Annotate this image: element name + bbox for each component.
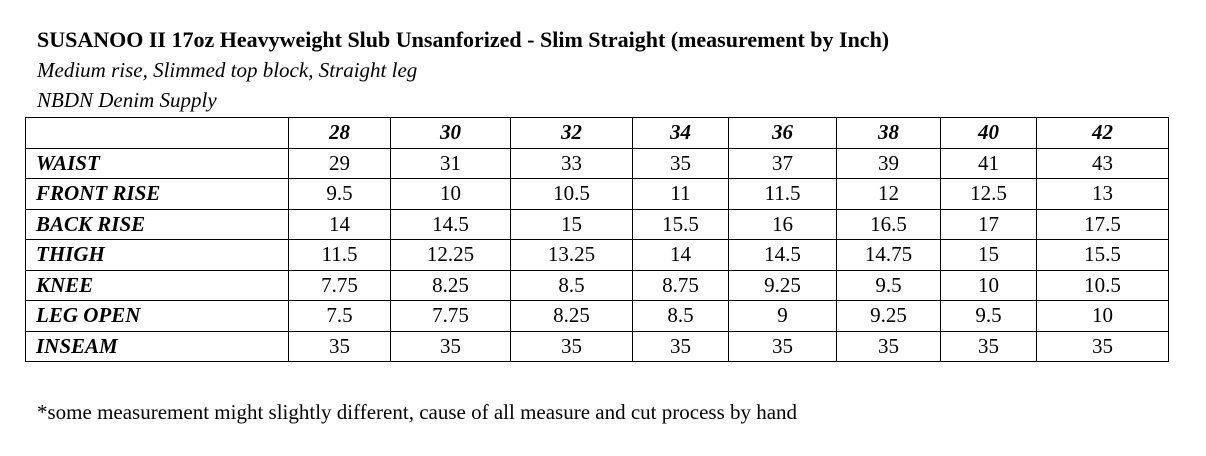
cell: 37 — [728, 147, 837, 179]
cell: 11 — [632, 178, 729, 210]
measure-row: LEG OPEN 7.5 7.75 8.25 8.5 9 9.25 9.5 10 — [25, 300, 1169, 332]
cell: 17.5 — [1036, 208, 1169, 240]
cell: 14.5 — [728, 239, 837, 271]
subtitle: Medium rise, Slimmed top block, Straight… — [37, 58, 418, 82]
measure-row: THIGH 11.5 12.25 13.25 14 14.5 14.75 15 15.5 — [25, 239, 1169, 271]
size-header: 38 — [836, 117, 941, 149]
footnote: *some measurement might slightly differe… — [37, 400, 798, 424]
size-table: 28 30 32 34 36 38 40 42 WAIST 29 31 33 35 37 39 41 43 FRO… — [25, 117, 1169, 362]
cell: 13 — [1036, 178, 1169, 210]
cell: 29 — [288, 147, 391, 179]
cell: 9.5 — [288, 178, 391, 210]
cell: 11.5 — [728, 178, 837, 210]
size-header: 40 — [940, 117, 1037, 149]
cell: 15 — [510, 208, 633, 240]
cell: 35 — [940, 330, 1037, 362]
size-header: 32 — [510, 117, 633, 149]
cell: 8.5 — [632, 300, 729, 332]
cell: 8.5 — [510, 269, 633, 301]
measure-row: WAIST 29 31 33 35 37 39 41 43 — [25, 147, 1169, 179]
cell: 12.25 — [390, 239, 511, 271]
cell: 12.5 — [940, 178, 1037, 210]
cell: 7.75 — [288, 269, 391, 301]
row-label: FRONT RISE — [25, 178, 289, 210]
measure-row: BACK RISE 14 14.5 15 15.5 16 16.5 17 17.5 — [25, 208, 1169, 240]
cell: 14 — [288, 208, 391, 240]
header-row: 28 30 32 34 36 38 40 42 — [25, 117, 1169, 149]
cell: 12 — [836, 178, 941, 210]
cell: 10.5 — [510, 178, 633, 210]
cell: 9 — [728, 300, 837, 332]
cell: 35 — [632, 330, 729, 362]
cell: 16 — [728, 208, 837, 240]
cell: 17 — [940, 208, 1037, 240]
cell: 10 — [390, 178, 511, 210]
cell: 9.25 — [836, 300, 941, 332]
cell: 10.5 — [1036, 269, 1169, 301]
cell: 9.5 — [836, 269, 941, 301]
cell: 16.5 — [836, 208, 941, 240]
size-header: 30 — [390, 117, 511, 149]
cell: 31 — [390, 147, 511, 179]
row-label: BACK RISE — [25, 208, 289, 240]
size-header: 34 — [632, 117, 729, 149]
measure-row: INSEAM 35 35 35 35 35 35 35 35 — [25, 330, 1169, 362]
cell: 10 — [1036, 300, 1169, 332]
cell: 7.5 — [288, 300, 391, 332]
size-header: 42 — [1036, 117, 1169, 149]
title: SUSANOO II 17oz Heavyweight Slub Unsanfo… — [37, 27, 890, 52]
cell: 35 — [632, 147, 729, 179]
measure-row: FRONT RISE 9.5 10 10.5 11 11.5 12 12.5 13 — [25, 178, 1169, 210]
cell: 10 — [940, 269, 1037, 301]
corner-cell — [25, 117, 289, 149]
measure-row: KNEE 7.75 8.25 8.5 8.75 9.25 9.5 10 10.5 — [25, 269, 1169, 301]
cell: 15 — [940, 239, 1037, 271]
row-label: INSEAM — [25, 330, 289, 362]
size-header: 36 — [728, 117, 837, 149]
cell: 8.25 — [390, 269, 511, 301]
cell: 8.25 — [510, 300, 633, 332]
cell: 35 — [728, 330, 837, 362]
cell: 11.5 — [288, 239, 391, 271]
cell: 14 — [632, 239, 729, 271]
cell: 15.5 — [1036, 239, 1169, 271]
cell: 41 — [940, 147, 1037, 179]
row-label: LEG OPEN — [25, 300, 289, 332]
cell: 13.25 — [510, 239, 633, 271]
cell: 15.5 — [632, 208, 729, 240]
cell: 8.75 — [632, 269, 729, 301]
cell: 35 — [1036, 330, 1169, 362]
cell: 14.5 — [390, 208, 511, 240]
cell: 33 — [510, 147, 633, 179]
cell: 35 — [288, 330, 391, 362]
cell: 9.25 — [728, 269, 837, 301]
cell: 43 — [1036, 147, 1169, 179]
cell: 35 — [836, 330, 941, 362]
cell: 14.75 — [836, 239, 941, 271]
cell: 7.75 — [390, 300, 511, 332]
brand: NBDN Denim Supply — [37, 88, 217, 112]
cell: 9.5 — [940, 300, 1037, 332]
row-label: THIGH — [25, 239, 289, 271]
cell: 39 — [836, 147, 941, 179]
row-label: WAIST — [25, 147, 289, 179]
cell: 35 — [390, 330, 511, 362]
cell: 35 — [510, 330, 633, 362]
row-label: KNEE — [25, 269, 289, 301]
size-header: 28 — [288, 117, 391, 149]
